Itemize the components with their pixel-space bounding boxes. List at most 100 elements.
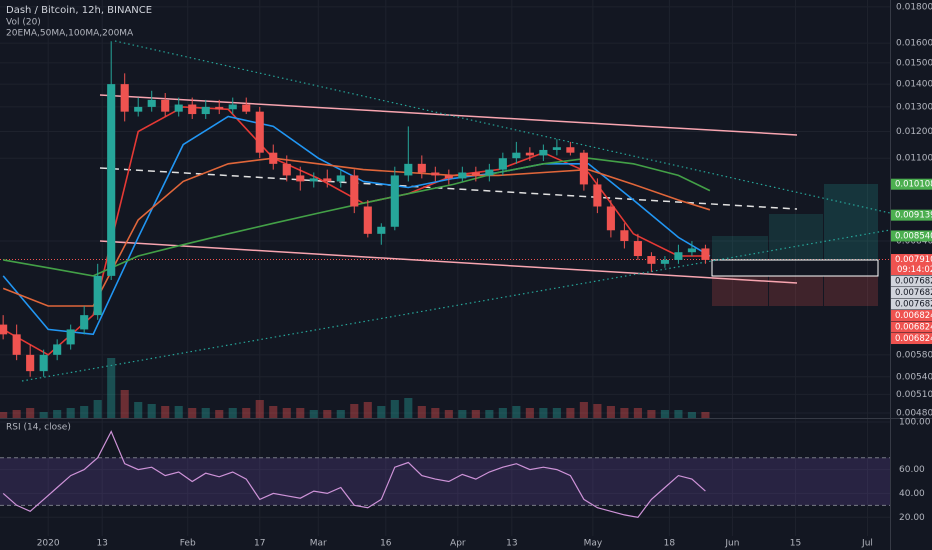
candle-body bbox=[174, 104, 183, 112]
candle-body bbox=[606, 206, 615, 231]
volume-bar bbox=[26, 408, 35, 418]
candle bbox=[201, 99, 210, 119]
volume-bar bbox=[242, 408, 251, 418]
candle bbox=[539, 144, 548, 162]
volume-bar bbox=[215, 410, 224, 418]
x-tick-label: May bbox=[584, 539, 603, 549]
candle bbox=[39, 349, 48, 377]
candle bbox=[323, 169, 332, 188]
candle bbox=[620, 223, 629, 249]
price-label: 0.006824 bbox=[895, 323, 932, 333]
trendline bbox=[99, 94, 798, 136]
candle-body bbox=[647, 256, 656, 264]
drawings bbox=[21, 40, 891, 382]
rsi-band bbox=[0, 457, 890, 506]
candle-body bbox=[687, 248, 696, 253]
x-tick-label: 18 bbox=[664, 539, 676, 549]
candle bbox=[242, 97, 251, 115]
candle-body bbox=[309, 178, 318, 182]
volume-bar bbox=[417, 406, 426, 418]
price-label: 0.006824 bbox=[895, 311, 932, 321]
candle-body bbox=[12, 334, 21, 355]
price-label: 0.007682 bbox=[895, 288, 932, 298]
candle-body bbox=[242, 104, 251, 112]
candle bbox=[161, 93, 170, 117]
candle-body bbox=[282, 163, 291, 176]
volume-bar bbox=[12, 410, 21, 418]
candle bbox=[107, 41, 116, 280]
volume-bar bbox=[323, 410, 332, 418]
moving-average bbox=[2, 157, 711, 307]
volume-bar bbox=[309, 410, 318, 418]
candle-body bbox=[377, 226, 386, 234]
volume-bar bbox=[147, 404, 156, 418]
candle-body bbox=[593, 184, 602, 207]
candle-body bbox=[228, 104, 237, 110]
candle bbox=[404, 126, 413, 182]
candle-body bbox=[539, 149, 548, 156]
volume-bar bbox=[161, 406, 170, 418]
candle-body bbox=[350, 175, 359, 207]
entry-box bbox=[711, 259, 879, 277]
y-tick-label: 60.00 bbox=[899, 465, 925, 475]
candle-body bbox=[458, 172, 467, 179]
price-label: 0.006824 bbox=[895, 334, 932, 344]
target-box bbox=[769, 214, 823, 260]
volume-bar bbox=[606, 406, 615, 418]
candle bbox=[93, 263, 102, 320]
candle bbox=[147, 90, 156, 112]
candle bbox=[485, 163, 494, 182]
volume-bar bbox=[80, 406, 89, 418]
price-label-bg bbox=[891, 178, 932, 190]
volume-bar bbox=[701, 412, 710, 418]
candle-body bbox=[215, 106, 224, 110]
price-axis: 2020 13 Feb 17 Mar 16 Apr 13 May 18 Jun 15 Jul 0.0180… bbox=[37, 2, 932, 549]
x-tick-label: 17 bbox=[254, 539, 265, 549]
candle bbox=[498, 152, 507, 176]
x-tick-label: 13 bbox=[96, 539, 107, 549]
candle-body bbox=[188, 104, 197, 115]
volume-bar bbox=[390, 400, 399, 418]
x-tick-label: Apr bbox=[450, 539, 466, 549]
candle bbox=[269, 144, 278, 170]
candle bbox=[215, 99, 224, 115]
candle-body bbox=[134, 106, 143, 112]
candle bbox=[309, 172, 318, 188]
candle-body bbox=[701, 248, 710, 260]
indicators-label: 20EMA,50MA,100MA,200MA bbox=[6, 29, 134, 39]
candle bbox=[633, 233, 642, 260]
volume-bar bbox=[539, 408, 548, 418]
candle-body bbox=[390, 175, 399, 227]
candle-body bbox=[579, 152, 588, 185]
volume-bar bbox=[134, 402, 143, 418]
volume-bar bbox=[552, 408, 561, 418]
volume-bar bbox=[444, 410, 453, 418]
candle-body bbox=[552, 147, 561, 150]
candle bbox=[390, 166, 399, 231]
price-label: 0.010108 bbox=[895, 180, 932, 190]
volume-bar bbox=[498, 408, 507, 418]
volume-bar bbox=[525, 408, 534, 418]
volume-bar bbox=[620, 408, 629, 418]
candle-body bbox=[485, 169, 494, 176]
candle bbox=[255, 106, 264, 159]
volume-bar bbox=[350, 404, 359, 418]
x-tick-label: Feb bbox=[180, 539, 196, 549]
candle bbox=[512, 141, 521, 164]
candle-body bbox=[444, 175, 453, 179]
candle-body bbox=[255, 111, 264, 153]
target-box bbox=[712, 236, 768, 260]
volume-bar bbox=[647, 410, 656, 418]
candle-body bbox=[498, 158, 507, 170]
price-label-bg bbox=[891, 333, 932, 345]
